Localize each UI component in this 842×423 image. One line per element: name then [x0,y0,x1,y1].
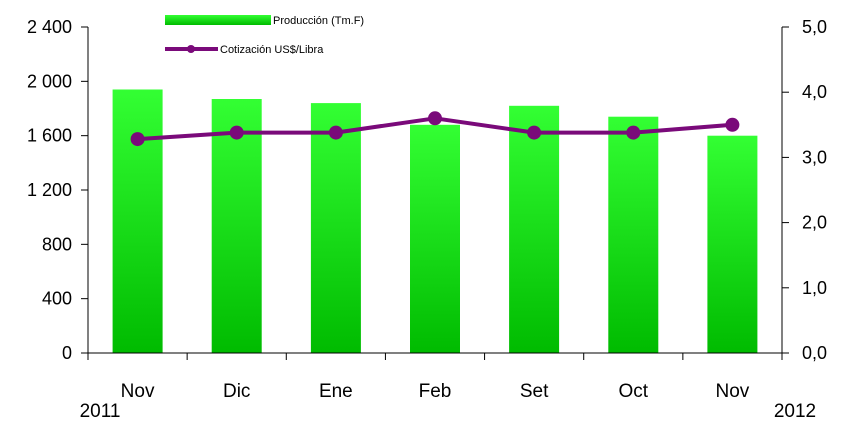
legend-label-produccion: Producción (Tm.F) [273,15,364,27]
bar-produccion [707,135,758,353]
x-category-label: Feb [419,381,452,402]
bar-produccion [112,89,163,353]
y-left-tick-label: 2 400 [27,17,72,37]
bar-produccion [410,124,460,353]
y-left-tick-label: 800 [42,234,72,254]
legend: Producción (Tm.F) Cotización US$/Libra [165,15,364,56]
y-left-tick-label: 2 000 [27,71,72,91]
legend-swatch-marker [187,45,195,53]
labels-layer: 0 400 800 1 200 1 600 2 000 2 400 0,0 1,0 2,0 3,0 4… [27,17,827,422]
y-left-tick-label: 400 [42,289,72,309]
bar-produccion [608,116,659,353]
axes-layer [81,26,789,360]
line-point-cotizacion [229,125,244,140]
y-right-tick-label: 0,0 [802,343,827,363]
y-right-tick-label: 1,0 [802,278,827,298]
year-label-start: 2011 [80,401,121,422]
x-category-label: Set [520,381,549,402]
bar-produccion [211,99,262,353]
line-layer [130,111,740,147]
line-point-cotizacion [328,125,343,140]
y-right-tick-label: 4,0 [802,82,827,102]
bar-produccion [310,103,361,353]
y-right-tick-label: 5,0 [802,17,827,37]
legend-label-cotizacion: Cotización US$/Libra [220,44,324,56]
year-label-end: 2012 [774,401,816,422]
line-point-cotizacion [725,117,740,132]
line-point-cotizacion [130,132,145,147]
x-category-label: Nov [716,381,750,402]
y-left-tick-label: 0 [62,343,72,363]
y-right-tick-label: 2,0 [802,213,827,233]
legend-swatch-bar [165,15,271,25]
y-right-tick-label: 3,0 [802,147,827,167]
y-left-tick-label: 1 200 [27,180,72,200]
line-point-cotizacion [527,125,542,140]
bars-layer [112,89,758,353]
bar-produccion [509,105,560,353]
x-category-label: Ene [319,381,353,402]
x-category-label: Oct [619,381,649,402]
x-category-label: Dic [223,381,250,402]
y-left-tick-label: 1 600 [27,126,72,146]
line-point-cotizacion [428,111,442,126]
line-point-cotizacion [626,125,641,140]
x-category-label: Nov [121,381,155,402]
